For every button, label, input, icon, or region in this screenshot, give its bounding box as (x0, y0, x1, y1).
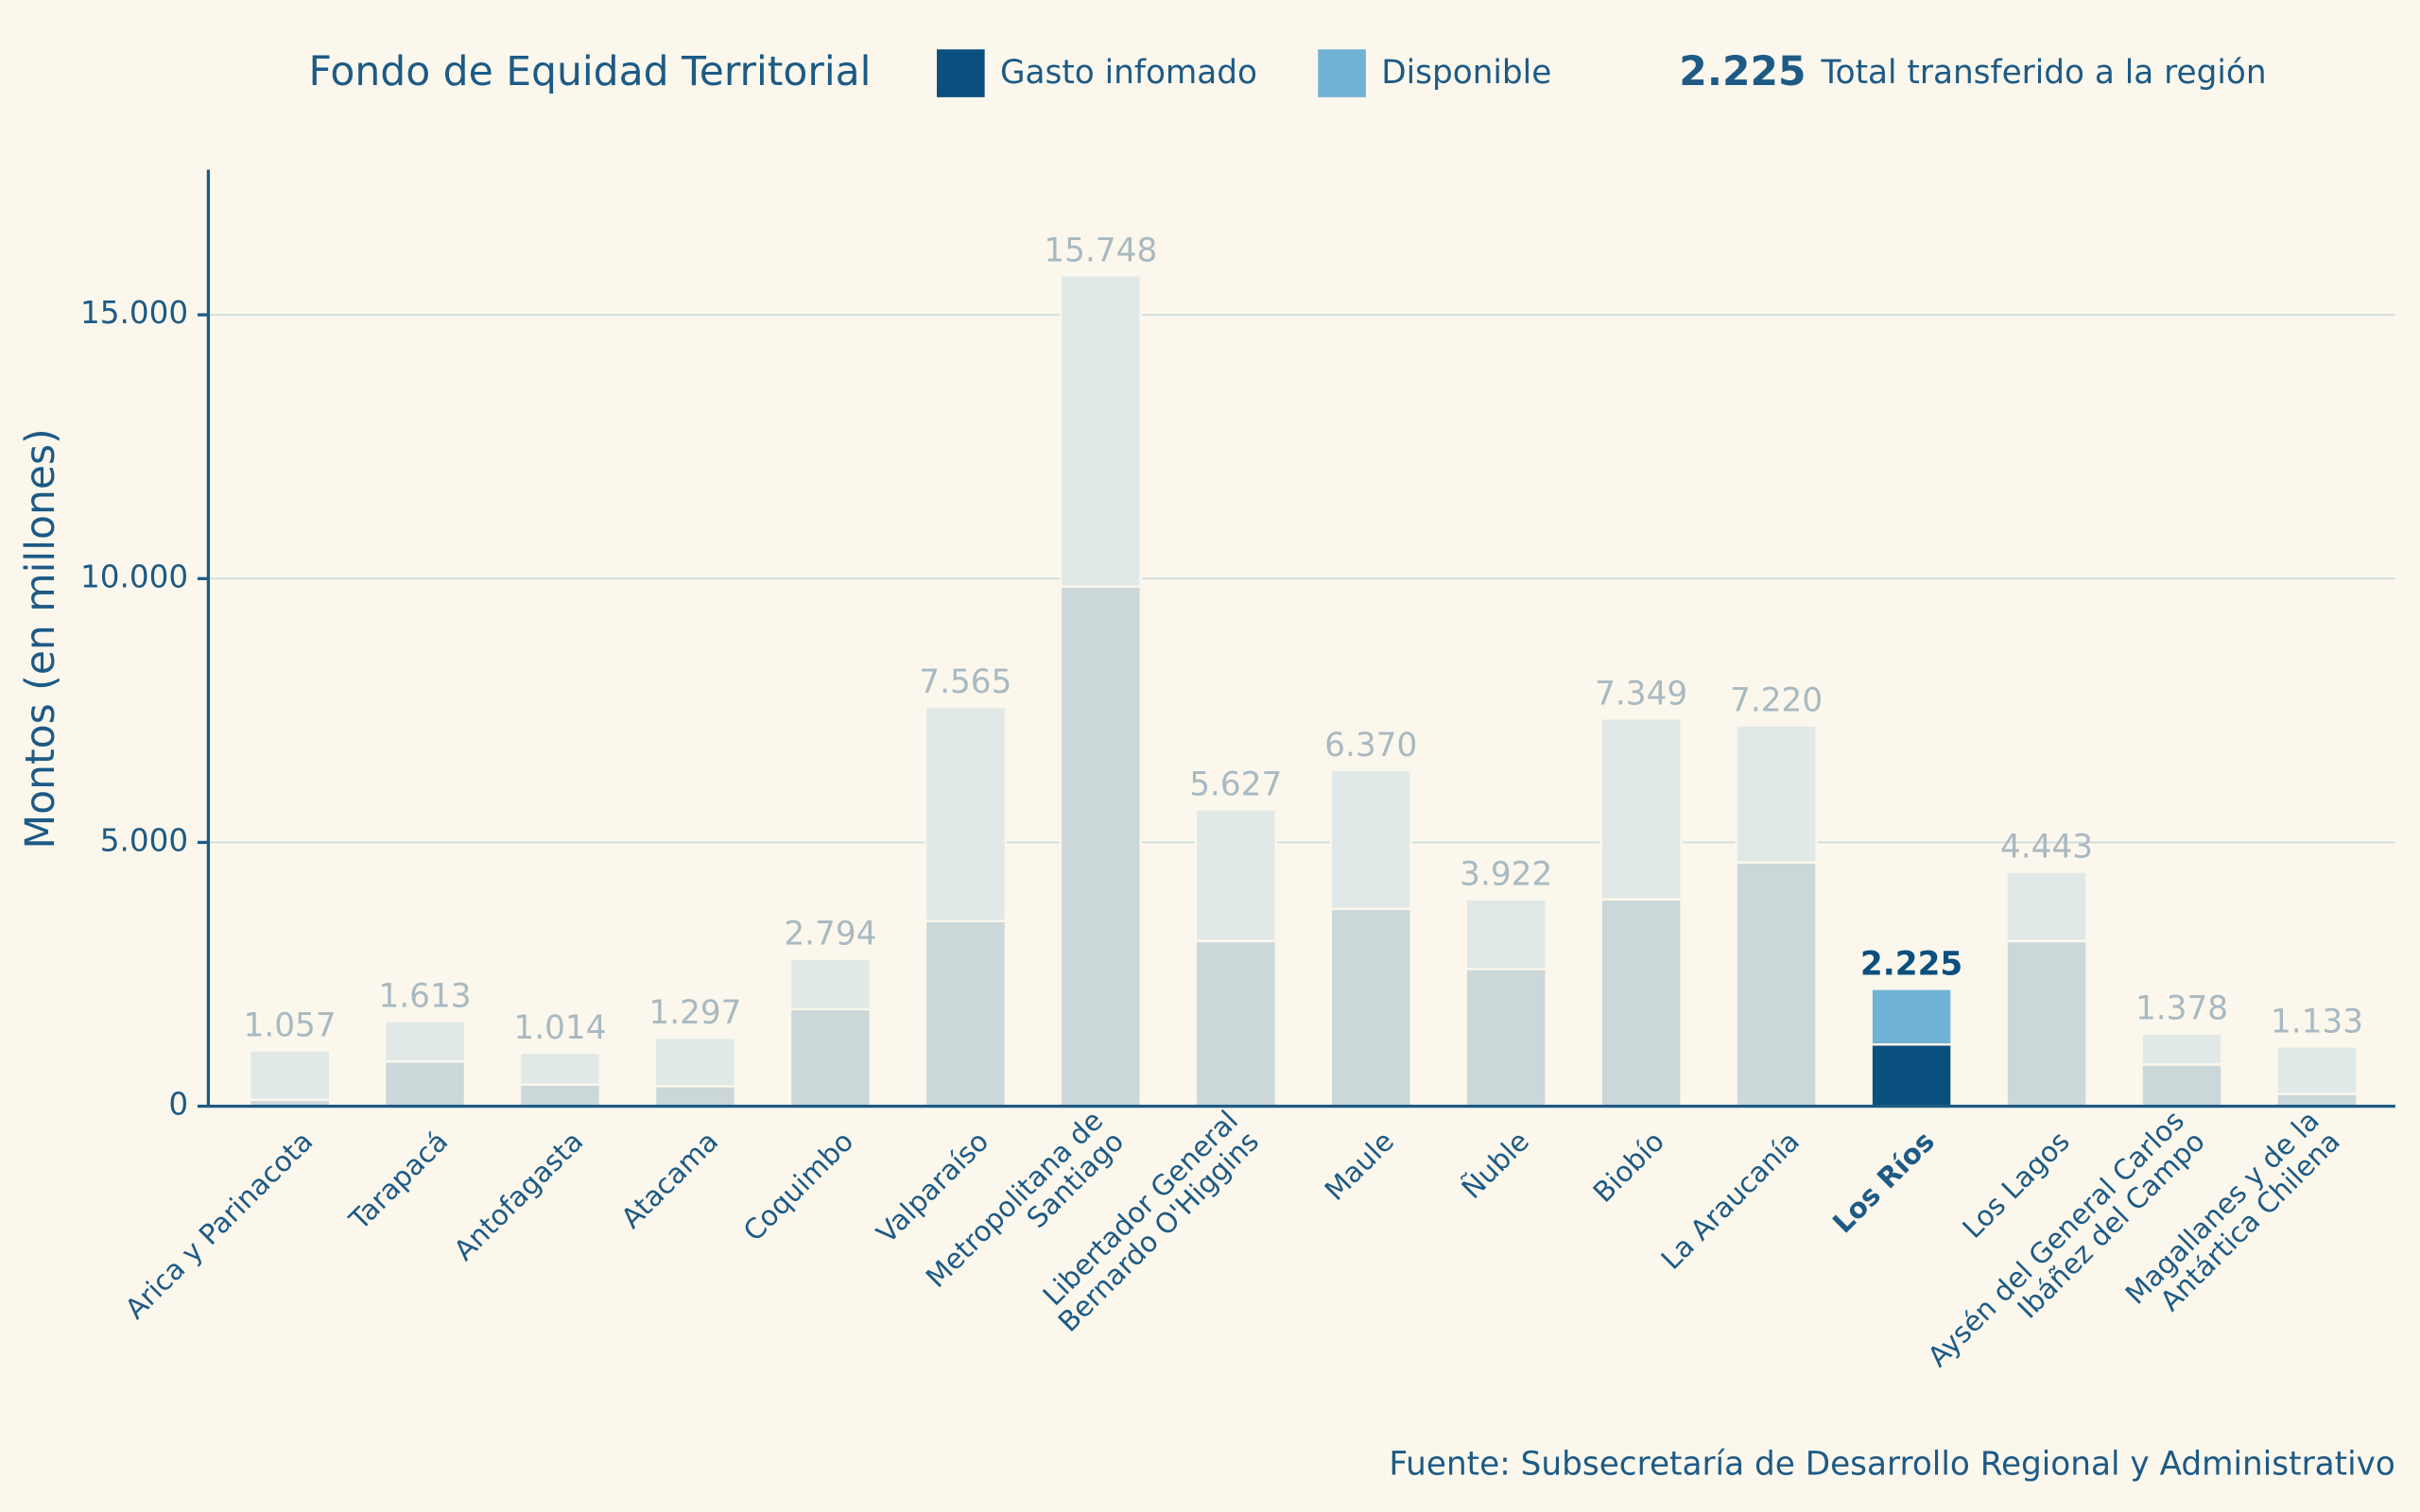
bar-segment (248, 1049, 332, 1102)
total-label: 4.443 (2000, 829, 2093, 867)
bar-segment (788, 957, 873, 1011)
y-tick-label: 15.000 (80, 295, 188, 331)
bar-segment (788, 1007, 873, 1108)
total-label: 3.922 (1460, 856, 1552, 894)
bar-segment (2140, 1032, 2223, 1066)
total-label: 1.378 (2135, 990, 2228, 1028)
total-label: 2.794 (784, 916, 876, 954)
legend-swatch (1318, 49, 1366, 97)
total-label: 1.014 (513, 1009, 606, 1047)
bar-segment (924, 706, 1008, 922)
bar-segment (653, 1036, 737, 1088)
bar-segment (653, 1085, 737, 1108)
y-axis-title: Montos (en millones) (18, 428, 64, 849)
y-tick-label: 5.000 (100, 822, 188, 858)
total-label: 2.225 (1860, 945, 1962, 983)
bar-segment (1059, 585, 1143, 1108)
bar-segment (1870, 988, 1953, 1046)
source: Fuente: Subsecretaría de Desarrollo Regi… (1389, 1446, 2395, 1484)
total-label: 1.133 (2271, 1003, 2363, 1040)
bar-segment (1059, 274, 1143, 588)
total-label: 1.613 (378, 978, 471, 1016)
legend-swatch (937, 49, 985, 97)
legend-total-text: Total transferido a la región (1821, 54, 2267, 92)
total-label: 5.627 (1189, 765, 1282, 803)
chart-title: Fondo de Equidad Territorial (309, 49, 872, 95)
total-label: 1.297 (648, 994, 741, 1032)
total-label: 7.349 (1595, 675, 1687, 713)
total-label: 7.565 (919, 663, 1011, 701)
bar-segment (2140, 1063, 2223, 1108)
bar-segment (924, 919, 1008, 1108)
bar-segment (1329, 768, 1412, 911)
bar-segment (1464, 898, 1547, 971)
bar-segment (1194, 808, 1277, 943)
y-tick-label: 0 (168, 1087, 188, 1123)
bar-segment (1194, 939, 1277, 1108)
legend-total-value: 2.225 (1679, 49, 1806, 95)
bar-segment (383, 1020, 467, 1063)
total-label: 6.370 (1324, 727, 1417, 765)
bar-segment (2275, 1045, 2359, 1095)
bar-segment (1735, 861, 1818, 1108)
bar-segment (2005, 870, 2088, 943)
bar-segment (518, 1083, 602, 1108)
bar-segment (1599, 898, 1683, 1108)
total-label: 15.748 (1044, 232, 1157, 269)
legend-label: Disponible (1381, 54, 1551, 92)
total-label: 7.220 (1730, 682, 1823, 720)
bar-segment (1464, 968, 1547, 1108)
legend-label: Gasto infomado (1000, 54, 1257, 92)
total-label: 1.057 (244, 1007, 337, 1045)
y-tick-label: 10.000 (80, 558, 188, 594)
bar-segment (1735, 724, 1818, 864)
bar-segment (383, 1059, 467, 1108)
bar-segment (1329, 907, 1412, 1108)
bar-segment (1599, 717, 1683, 901)
bar-segment (1870, 1043, 1953, 1108)
bar-segment (2275, 1092, 2359, 1108)
bar-segment (518, 1051, 602, 1086)
bar-segment (2005, 939, 2088, 1108)
